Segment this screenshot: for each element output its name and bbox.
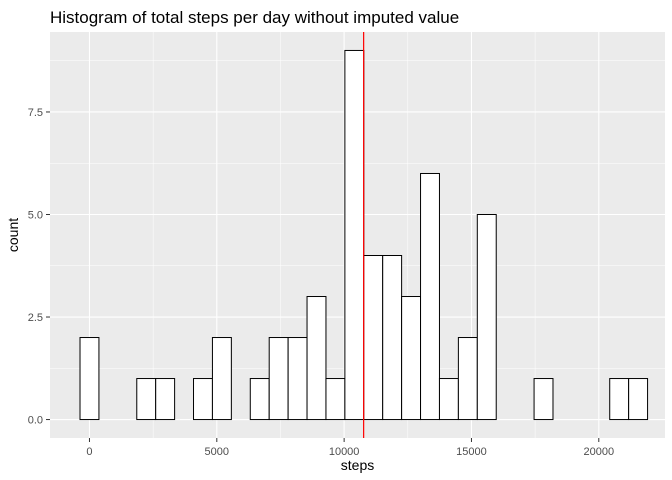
- histogram-bar: [268, 337, 289, 421]
- y-axis-label: count: [5, 218, 21, 252]
- histogram-bar: [155, 378, 176, 421]
- y-tick-label: 0.0: [28, 415, 43, 427]
- histogram-bar: [344, 49, 365, 421]
- histogram-bar: [628, 378, 649, 421]
- y-axis: 0.0 2.5 5.0 7.5: [28, 107, 50, 427]
- histogram-bar: [401, 296, 422, 421]
- histogram-bar: [136, 378, 157, 421]
- y-tick-label: 5.0: [28, 209, 43, 221]
- histogram-bar: [609, 378, 630, 421]
- histogram-bar: [287, 337, 308, 421]
- histogram-bar: [79, 337, 100, 421]
- histogram-bar: [382, 255, 403, 421]
- x-tick-label: 10000: [329, 446, 360, 458]
- histogram-bar: [193, 378, 213, 421]
- x-tick-label: 15000: [456, 446, 487, 458]
- chart-title: Histogram of total steps per day without…: [50, 8, 459, 27]
- histogram-bar: [363, 255, 384, 421]
- histogram-bar: [249, 378, 270, 421]
- histogram-bar: [306, 296, 327, 421]
- x-axis-label: steps: [341, 457, 374, 473]
- y-tick-label: 2.5: [28, 312, 43, 324]
- histogram-bar: [325, 378, 346, 421]
- x-tick-label: 5000: [205, 446, 229, 458]
- x-tick-label: 20000: [583, 446, 614, 458]
- histogram-bar: [420, 172, 440, 421]
- histogram-bars: [79, 49, 649, 421]
- histogram-bar: [211, 337, 232, 421]
- histogram-bar: [457, 337, 478, 421]
- histogram-bar: [476, 213, 497, 421]
- x-tick-label: 0: [86, 446, 92, 458]
- histogram-bar: [438, 378, 459, 421]
- histogram-bar: [533, 378, 554, 421]
- y-tick-label: 7.5: [28, 107, 43, 119]
- x-axis: 0 5000 10000 15000 20000: [86, 438, 614, 458]
